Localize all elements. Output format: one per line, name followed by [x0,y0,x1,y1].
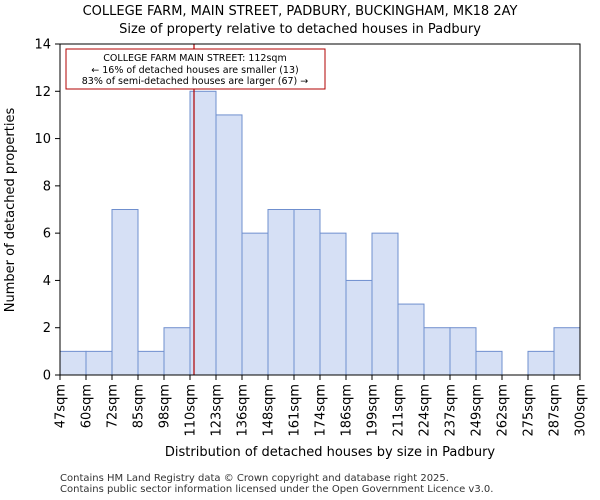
x-tick-label: 148sqm [262,384,277,437]
bar-224sqm [423,327,451,376]
y-axis-label: Number of detached properties [3,108,18,313]
annotation-line-3: 83% of semi-detached houses are larger (… [82,76,309,87]
bar-275sqm [527,350,555,376]
x-tick-label: 224sqm [418,384,433,437]
x-tick-label: 237sqm [444,384,459,437]
bar-211sqm [397,303,425,376]
x-axis-label: Distribution of detached houses by size … [165,445,496,460]
x-axis: 47sqm 60sqm 72sqm 85sqm 98sqm 110sqm 123sqm 136… [54,375,589,437]
annotation-box [65,48,326,90]
x-tick-label: 47sqm [54,384,69,428]
x-tick-label: 85sqm [132,384,147,428]
bar-123sqm [215,114,243,376]
x-tick-label: 275sqm [522,384,537,437]
bar-98sqm [163,327,191,376]
bar-136sqm [241,232,269,376]
x-tick-label: 136sqm [236,384,251,437]
marker-group: COLLEGE FARM MAIN STREET: 112sqm← 16% of… [65,44,326,375]
bar-60sqm [85,350,113,376]
bar-174sqm [319,232,347,376]
bar-249sqm [475,350,503,376]
y-tick-label: 10 [34,132,51,147]
x-tick-label: 98sqm [158,384,173,428]
x-tick-label: 60sqm [80,384,95,428]
y-axis: 0 2 4 6 8 10 12 14 [34,38,60,384]
y-tick-label: 12 [34,85,51,100]
bar-161sqm [293,209,321,376]
x-tick-label: 262sqm [496,384,511,437]
bar-72sqm [111,209,139,376]
bar-287sqm [553,327,581,376]
y-tick-label: 4 [43,274,51,289]
x-tick-label: 110sqm [184,384,199,437]
bar-237sqm [449,327,477,376]
footer-line-2: Contains public sector information licen… [60,484,494,495]
plot-frame [59,43,581,376]
x-tick-label: 72sqm [106,384,121,428]
y-tick-label: 0 [43,369,51,384]
x-tick-label: 249sqm [470,384,485,437]
y-tick-label: 14 [34,38,51,53]
chart-subtitle: Size of property relative to detached ho… [119,22,481,37]
annotation-line-2: ← 16% of detached houses are smaller (13… [91,65,298,76]
x-tick-label: 199sqm [366,384,381,437]
bar-47sqm [59,350,87,376]
bar-186sqm [345,279,373,376]
bar-85sqm [137,350,165,376]
footer-line-1: Contains HM Land Registry data © Crown c… [60,473,449,484]
y-tick-label: 2 [43,321,51,336]
x-tick-label: 300sqm [574,384,589,437]
bars-group [59,90,581,376]
y-tick-label: 6 [43,227,51,242]
x-tick-label: 186sqm [340,384,355,437]
annotation-line-1: COLLEGE FARM MAIN STREET: 112sqm [103,53,286,64]
x-tick-label: 211sqm [392,384,407,437]
chart-title: COLLEGE FARM, MAIN STREET, PADBURY, BUCK… [83,4,518,19]
bar-148sqm [267,209,295,376]
x-tick-label: 287sqm [548,384,563,437]
x-tick-label: 161sqm [288,384,303,437]
bar-199sqm [371,232,399,376]
x-tick-label: 123sqm [210,384,225,437]
y-tick-label: 8 [43,179,51,194]
x-tick-label: 174sqm [314,384,329,437]
